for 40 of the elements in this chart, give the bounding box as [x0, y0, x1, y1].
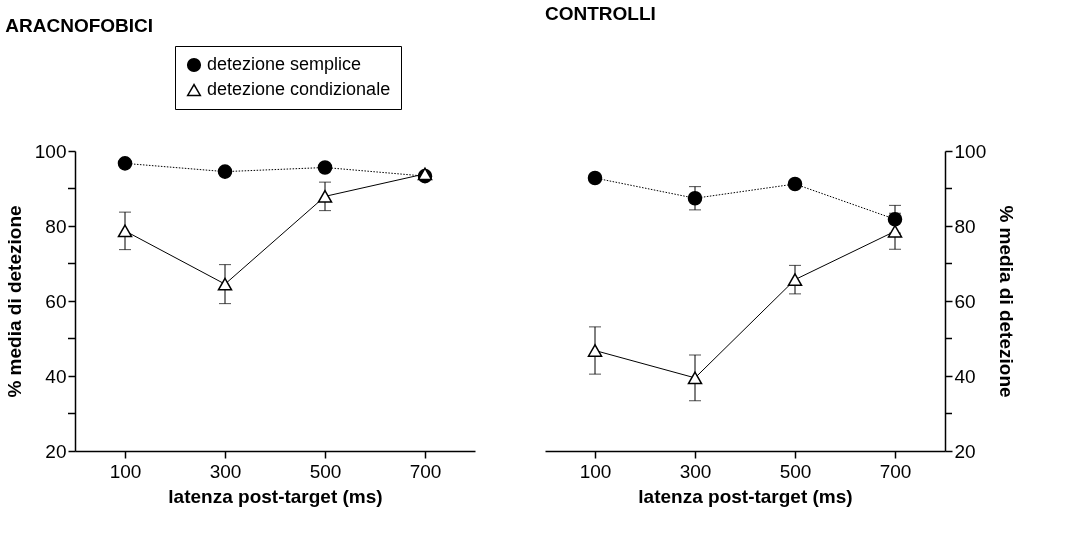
point — [317, 160, 333, 175]
x-tick-label: 500 — [779, 460, 812, 482]
y-tick-label: 80 — [954, 215, 976, 237]
legend-label: detezione semplice — [207, 54, 362, 74]
point — [687, 371, 703, 385]
y-axis-title: % media di detezione — [996, 205, 1018, 398]
legend-label: detezione condizionale — [207, 79, 391, 99]
point — [217, 277, 233, 291]
x-tick-label: 700 — [879, 460, 912, 482]
y-tick-label: 40 — [954, 365, 976, 387]
x-tick-label: 500 — [309, 460, 342, 482]
point — [587, 344, 603, 357]
x-tick-label: 100 — [109, 460, 142, 482]
y-tick-label: 40 — [45, 365, 67, 387]
point — [787, 176, 803, 192]
y-tick-label: 20 — [954, 440, 976, 462]
y-tick-label: 60 — [45, 290, 67, 312]
point — [687, 190, 703, 206]
x-tick-label: 300 — [679, 460, 712, 482]
x-axis-title: latenza post-target (ms) — [638, 485, 853, 507]
point — [117, 224, 133, 238]
point — [317, 189, 333, 203]
point — [117, 156, 133, 171]
chart-title: CONTROLLI — [545, 3, 656, 24]
y-tick-label: 20 — [45, 440, 67, 462]
point — [887, 224, 903, 238]
point — [887, 211, 903, 227]
x-tick-label: 300 — [209, 460, 242, 482]
point — [787, 273, 803, 287]
point — [217, 164, 233, 179]
x-tick-label: 100 — [579, 460, 612, 482]
y-tick-label: 100 — [34, 140, 67, 162]
y-tick-label: 80 — [45, 215, 67, 237]
x-axis-title: latenza post-target (ms) — [168, 485, 383, 507]
y-tick-label: 60 — [954, 290, 976, 312]
x-tick-label: 700 — [409, 460, 442, 482]
y-axis-title: % media di detezione — [3, 205, 25, 398]
point — [587, 170, 603, 186]
y-tick-label: 100 — [954, 140, 987, 162]
chart-title: ARACNOFOBICI — [5, 14, 154, 36]
